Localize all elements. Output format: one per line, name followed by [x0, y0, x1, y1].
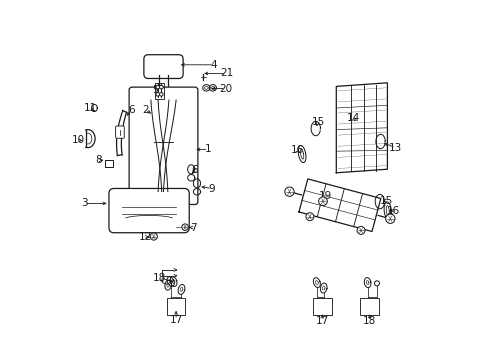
Text: 9: 9	[208, 184, 215, 194]
Text: 11: 11	[83, 103, 97, 113]
Circle shape	[356, 226, 364, 234]
Text: 14: 14	[346, 113, 359, 123]
Text: 20: 20	[219, 84, 232, 94]
Text: 6: 6	[128, 105, 135, 115]
Circle shape	[182, 224, 188, 230]
Text: 15: 15	[379, 195, 392, 206]
Text: 13: 13	[388, 143, 402, 153]
Bar	[360, 298, 378, 315]
Text: 16: 16	[290, 145, 303, 156]
Text: 12: 12	[139, 232, 152, 242]
Text: 15: 15	[311, 117, 324, 127]
FancyBboxPatch shape	[115, 126, 124, 138]
Text: 18: 18	[153, 273, 166, 283]
Bar	[312, 298, 331, 315]
Text: 16: 16	[386, 206, 400, 216]
Text: 4: 4	[210, 60, 217, 70]
Text: 2: 2	[142, 105, 148, 115]
Text: 18: 18	[363, 316, 376, 326]
Text: 21: 21	[220, 68, 233, 78]
Circle shape	[150, 233, 157, 240]
Text: 10: 10	[71, 135, 84, 145]
Circle shape	[159, 93, 163, 96]
Bar	[166, 298, 185, 315]
Bar	[155, 83, 163, 99]
Circle shape	[284, 187, 294, 196]
Text: 1: 1	[205, 144, 211, 154]
Text: 8: 8	[96, 155, 102, 165]
Text: 7: 7	[190, 222, 196, 233]
Text: 6: 6	[191, 165, 198, 175]
Circle shape	[374, 281, 379, 286]
FancyBboxPatch shape	[109, 189, 189, 233]
Text: 17: 17	[169, 315, 183, 325]
Circle shape	[305, 213, 313, 221]
Bar	[105, 160, 113, 167]
Circle shape	[159, 85, 163, 89]
FancyBboxPatch shape	[143, 55, 183, 78]
Text: 3: 3	[81, 198, 87, 208]
Text: 5: 5	[152, 85, 159, 95]
Circle shape	[156, 93, 159, 96]
Circle shape	[318, 197, 326, 206]
Text: 19: 19	[319, 191, 332, 201]
Circle shape	[156, 85, 159, 89]
Text: 17: 17	[315, 316, 328, 326]
Circle shape	[385, 214, 394, 224]
FancyBboxPatch shape	[129, 87, 198, 204]
